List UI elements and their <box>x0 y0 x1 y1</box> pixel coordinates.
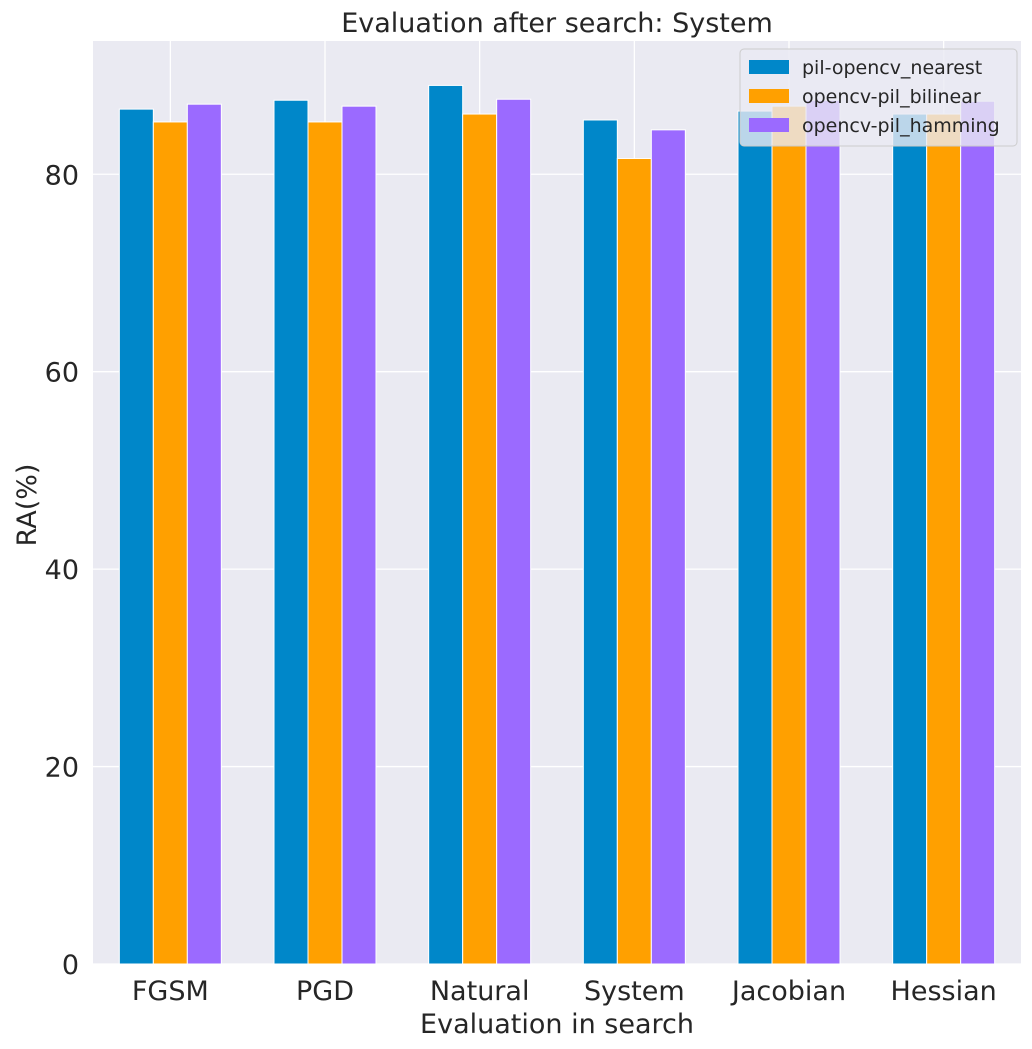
x-tick-label: Natural <box>430 976 530 1007</box>
bar-fgsm-series-3 <box>186 103 222 965</box>
bar-pgd-series-1 <box>273 99 309 965</box>
y-tick-labels: 0 20 40 60 80 <box>45 160 79 981</box>
bar-fgsm-series-2 <box>152 121 188 965</box>
x-tick-labels: FGSM PGD Natural System Jacobian Hessian <box>132 976 997 1007</box>
y-tick-label: 20 <box>45 753 79 784</box>
bar-system-series-1 <box>582 119 618 965</box>
legend-label: opencv-pil_hamming <box>802 115 1000 137</box>
legend-swatch <box>749 89 789 103</box>
bar-jacobian-series-3 <box>805 99 841 965</box>
bar-hessian-series-3 <box>960 100 996 965</box>
bar-natural-series-1 <box>428 84 464 965</box>
y-tick-label: 0 <box>62 950 79 981</box>
bar-system-series-3 <box>650 129 686 965</box>
bar-jacobian-series-2 <box>771 105 807 965</box>
x-axis-label: Evaluation in search <box>420 1009 694 1040</box>
bar-natural-series-3 <box>496 98 532 965</box>
bar-hessian-series-1 <box>892 113 928 965</box>
plot-area <box>93 41 1021 964</box>
bar-system-series-2 <box>616 157 652 965</box>
x-tick-label: FGSM <box>132 976 209 1007</box>
bar-fgsm-series-1 <box>118 108 154 965</box>
bar-jacobian-series-1 <box>737 110 773 965</box>
x-tick-label: PGD <box>296 976 354 1007</box>
legend-swatch <box>749 118 789 132</box>
bar-natural-series-2 <box>462 113 498 965</box>
chart-title: Evaluation after search: System <box>341 8 773 39</box>
x-tick-label: Hessian <box>891 976 997 1007</box>
legend-swatch <box>749 60 789 74</box>
y-gridlines <box>93 173 1021 965</box>
x-tick-label: System <box>584 976 685 1007</box>
y-tick-label: 80 <box>45 160 79 191</box>
bars <box>118 84 996 965</box>
bar-hessian-series-2 <box>926 113 962 965</box>
x-tick-label: Jacobian <box>730 976 846 1007</box>
legend: pil-opencv_nearest opencv-pil_bilinearope… <box>739 48 1018 147</box>
legend-label: pil-opencv_nearest <box>802 57 982 79</box>
y-tick-label: 60 <box>45 358 79 389</box>
legend-label: opencv-pil_bilinear <box>802 86 981 108</box>
y-axis-label: RA(%) <box>12 464 43 547</box>
bar-pgd-series-3 <box>341 105 377 965</box>
bar-pgd-series-2 <box>307 121 343 965</box>
y-tick-label: 40 <box>45 555 79 586</box>
legend-box <box>739 48 1018 147</box>
